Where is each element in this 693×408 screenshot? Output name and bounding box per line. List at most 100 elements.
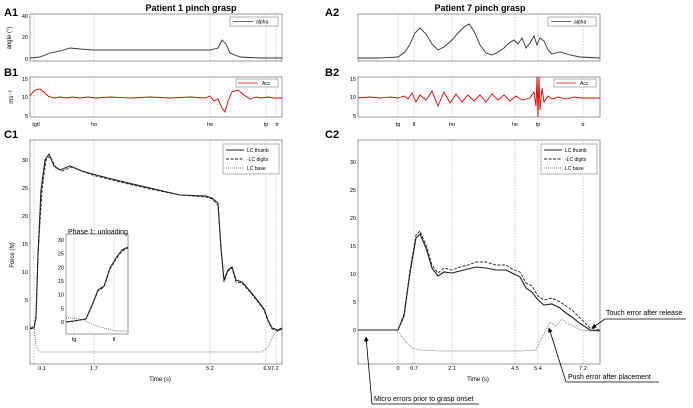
b1-marker: ho	[91, 122, 97, 128]
b1-legend-label: Acc	[262, 81, 271, 87]
c2-xtick: 4.5	[511, 366, 519, 372]
c1-xtick: 0.1	[38, 366, 46, 372]
c2-xtick: 0	[396, 366, 399, 372]
c2-legend-digits: -LC digits	[565, 157, 587, 163]
b1-marker: he	[207, 122, 213, 128]
b2-marker: tp	[536, 122, 541, 128]
a2-alpha-line	[358, 23, 601, 59]
title-patient1: Patient 1 pinch grasp	[145, 3, 237, 13]
c1-ytick: 10	[22, 270, 28, 276]
c1-ytick: 5	[25, 298, 28, 304]
a1-ytick: 40	[22, 14, 28, 20]
b2-acc-line	[357, 76, 600, 118]
b2-ytick: 10	[350, 95, 356, 101]
b2-ytick: 5	[353, 114, 356, 120]
b2-marker: he	[512, 122, 518, 128]
annotation-push: Push error after placement	[548, 327, 659, 383]
c1-ytick: 20	[22, 214, 28, 220]
b2-marker: tl	[413, 122, 416, 128]
panel-b1: ms⁻² 5 10 15 Acc tgtl ho he tp tr	[9, 76, 283, 128]
c2-legend-thumb: LC thumb	[565, 148, 587, 154]
annotation-touch-text: Touch error after release	[606, 310, 682, 317]
c1-ylabel: Force (N)	[10, 242, 16, 267]
a1-alpha-line	[29, 39, 282, 59]
inset-ytick: 5	[61, 306, 64, 312]
c1-legend-thumb: LC thumb	[247, 148, 269, 154]
title-patient7: Patient 7 pinch grasp	[434, 3, 526, 13]
inset-marker-tl: tl	[113, 337, 116, 343]
panel-label-c2: C2	[325, 129, 339, 141]
c1-digits-line	[29, 155, 283, 332]
c1-inset: Phase 1: unloading 0 5 10 15 20 25 30 tg tl	[58, 229, 129, 343]
c2-legend-base: LC base	[565, 166, 584, 172]
inset-marker-tg: tg	[72, 337, 77, 343]
c2-ytick: 0	[353, 328, 356, 334]
c1-xlabel: Time (s)	[149, 377, 171, 383]
inset-ytick: 30	[58, 238, 64, 244]
annotation-push-text: Push error after placement	[568, 374, 651, 381]
c2-xlabel: Time (s)	[467, 377, 489, 383]
panel-c2: 0 5 10 15 20 25 30 0 0.7 2.1 4.5 5.4 7.2 Time …	[350, 139, 601, 383]
c1-base-line	[30, 326, 283, 353]
a2-legend-label: alpha	[574, 20, 586, 26]
panel-a2: alpha	[357, 13, 601, 62]
annotation-micro: Micro errors prior to grasp onset	[363, 336, 479, 405]
c2-thumb-line	[358, 233, 601, 332]
c1-xtick: 1.7	[90, 366, 98, 372]
c2-xtick: 0.7	[410, 366, 418, 372]
inset-title: Phase 1: unloading	[68, 229, 128, 236]
annotation-micro-text: Micro errors prior to grasp onset	[374, 396, 474, 403]
b2-marker: tg	[396, 122, 401, 128]
b1-ytick: 15	[22, 77, 28, 83]
b1-ylabel: ms⁻²	[9, 90, 15, 103]
b2-legend-label: Acc	[580, 81, 589, 87]
c1-xtick: 6.97.2	[263, 366, 278, 372]
b2-ytick: 15	[350, 77, 356, 83]
panel-label-a1: A1	[4, 7, 18, 19]
b1-acc-line	[29, 88, 282, 114]
panel-b2: 5 10 15 Acc tg tl ho he tp tr	[350, 76, 601, 128]
c2-xtick: 2.1	[448, 366, 456, 372]
c2-base-line	[358, 318, 600, 352]
a1-legend	[229, 16, 279, 27]
inset-ytick: 10	[58, 293, 64, 299]
annotation-touch: Touch error after release	[591, 310, 686, 329]
a1-legend-label: alpha	[256, 20, 268, 26]
b2-marker: ho	[449, 122, 455, 128]
c2-digits-line	[358, 230, 601, 331]
panel-c1: Force (N) 0 5 10 15 20 25 30 0.1 1.7 5.2 6.97.…	[10, 139, 283, 383]
c2-ytick: 15	[350, 244, 356, 250]
a1-ytick: 20	[22, 35, 28, 41]
c2-xtick: 7.2	[579, 366, 587, 372]
c1-ytick: 15	[22, 242, 28, 248]
c1-ytick: 25	[22, 186, 28, 192]
panel-label-c1: C1	[4, 129, 18, 141]
c2-xtick: 5.4	[534, 366, 542, 372]
c2-ytick: 30	[350, 160, 356, 166]
a2-legend	[547, 16, 597, 27]
c1-legend-digits: -LC digits	[247, 157, 269, 163]
panel-label-b2: B2	[325, 67, 339, 79]
c2-ytick: 25	[350, 188, 356, 194]
c1-ytick: 0	[25, 326, 28, 332]
c2-ytick: 5	[353, 300, 356, 306]
c2-ytick: 20	[350, 216, 356, 222]
b1-ytick: 5	[25, 114, 28, 120]
c2-ytick: 10	[350, 272, 356, 278]
b1-marker: tr	[275, 122, 279, 128]
a1-ylabel: angle (°)	[7, 27, 13, 50]
panel-a1: angle (°) 0 20 40 alpha	[7, 13, 283, 63]
inset-ytick: 15	[58, 279, 64, 285]
c1-thumb-line	[30, 152, 283, 331]
inset-ytick: 20	[58, 265, 64, 271]
c1-ytick: 30	[22, 158, 28, 164]
b1-marker: tp	[264, 122, 269, 128]
inset-ytick: 25	[58, 252, 64, 258]
panel-label-a2: A2	[325, 7, 339, 19]
b1-ytick: 10	[22, 95, 28, 101]
inset-ytick: 0	[61, 320, 64, 326]
c1-xtick: 5.2	[206, 366, 214, 372]
c1-legend-base: LC base	[247, 166, 266, 172]
panel-label-b1: B1	[4, 67, 18, 79]
